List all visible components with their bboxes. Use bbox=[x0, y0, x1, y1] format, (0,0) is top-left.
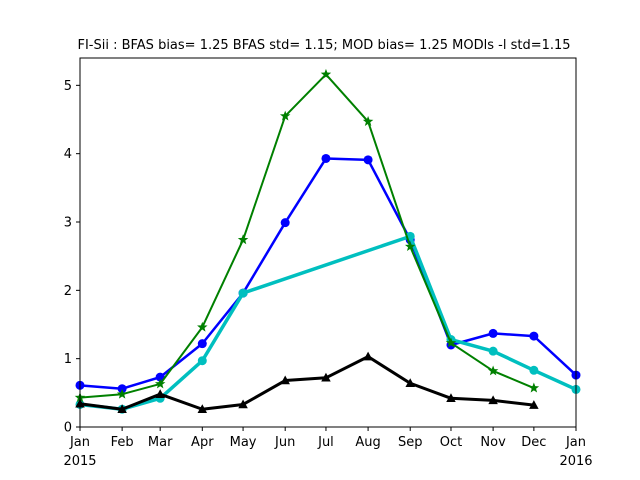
series-3-point-3 bbox=[197, 404, 208, 413]
series-2-point-11 bbox=[528, 382, 540, 393]
series-3-point-8 bbox=[405, 378, 415, 388]
x-tick-label-10: Nov bbox=[480, 435, 506, 450]
series-2-point-10 bbox=[487, 365, 499, 376]
series-0-point-7 bbox=[363, 155, 373, 165]
series-3-point-6 bbox=[321, 372, 331, 382]
x-tick-year-label-12: 2016 bbox=[559, 454, 592, 469]
x-tick-label-12: Jan bbox=[565, 435, 586, 450]
x-tick-label-6: Jul bbox=[317, 435, 334, 450]
y-tick-label-3: 3 bbox=[64, 216, 72, 231]
series-0-point-10 bbox=[488, 328, 498, 338]
y-tick-label-5: 5 bbox=[64, 79, 72, 94]
series-2-point-7 bbox=[362, 116, 374, 126]
series-2-line bbox=[79, 73, 535, 399]
y-tick-label-4: 4 bbox=[64, 147, 72, 162]
x-tick-label-11: Dec bbox=[521, 435, 546, 450]
series-2-point-1 bbox=[116, 388, 128, 399]
x-tick-year-label-0: 2015 bbox=[63, 454, 96, 469]
series-2-point-4 bbox=[237, 234, 249, 245]
series-3-point-4 bbox=[238, 399, 248, 409]
series-1-line bbox=[79, 234, 577, 411]
series-0-point-11 bbox=[529, 331, 539, 341]
series-0-point-5 bbox=[280, 218, 290, 228]
series-2-point-2 bbox=[154, 378, 166, 389]
series-3-point-11 bbox=[529, 400, 539, 409]
series-3-line bbox=[79, 355, 535, 411]
y-tick-label-1: 1 bbox=[64, 352, 72, 367]
x-tick-label-3: Apr bbox=[191, 435, 214, 450]
series-layer bbox=[74, 68, 581, 414]
x-tick-label-7: Aug bbox=[355, 435, 380, 450]
series-0-point-3 bbox=[197, 339, 207, 349]
x-tick-label-8: Sep bbox=[398, 435, 423, 450]
series-2-point-9 bbox=[445, 337, 457, 348]
series-3-point-10 bbox=[488, 395, 498, 405]
series-1-point-3 bbox=[197, 356, 207, 366]
axes-layer: 0 1 2 3 4 5 Jan 2015 Feb Mar Apr May Jun Jul Aug Sep Oct… bbox=[63, 57, 593, 469]
series-3-point-2 bbox=[155, 389, 165, 398]
series-0-point-6 bbox=[321, 153, 331, 163]
series-3-point-1 bbox=[117, 404, 127, 413]
series-2-point-3 bbox=[197, 321, 208, 332]
plot-frame bbox=[79, 57, 577, 428]
x-tick-label-0: Jan bbox=[69, 435, 90, 450]
series-1-point-8 bbox=[529, 365, 539, 375]
series-1-point-4 bbox=[238, 288, 248, 298]
series-2-point-5 bbox=[279, 110, 291, 121]
series-2-point-8 bbox=[404, 241, 416, 252]
x-tick-label-2: Mar bbox=[148, 435, 173, 450]
series-3-point-9 bbox=[446, 393, 456, 403]
x-tick-label-4: May bbox=[230, 435, 257, 450]
x-tick-label-9: Oct bbox=[440, 435, 462, 450]
series-2-point-6 bbox=[320, 68, 332, 79]
series-3-point-7 bbox=[363, 351, 373, 361]
x-tick-label-1: Feb bbox=[111, 435, 134, 450]
series-1-point-7 bbox=[488, 346, 498, 356]
y-tick-label-0: 0 bbox=[64, 421, 72, 436]
x-tick-label-5: Jun bbox=[274, 435, 295, 450]
y-tick-label-2: 2 bbox=[64, 284, 72, 299]
series-3-point-5 bbox=[280, 375, 290, 385]
chart-title: FI-Sii : BFAS bias= 1.25 BFAS std= 1.15;… bbox=[77, 38, 570, 53]
